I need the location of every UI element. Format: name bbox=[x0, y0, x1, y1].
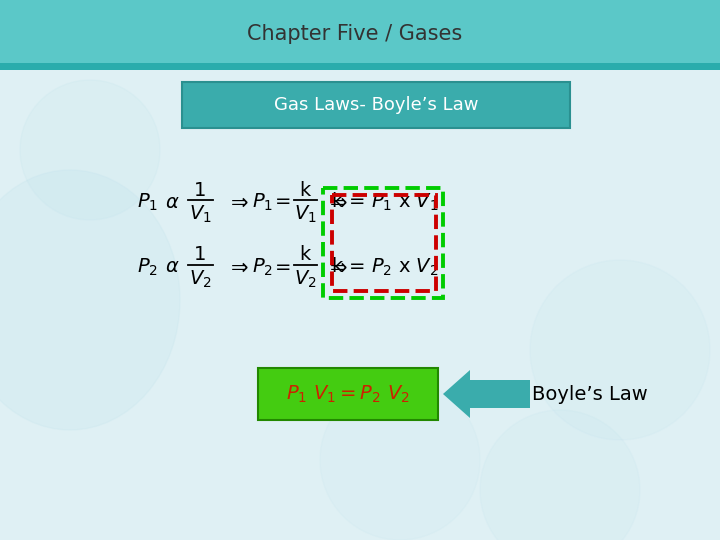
Text: $P_1$: $P_1$ bbox=[253, 191, 274, 213]
Text: Gas Laws- Boyle’s Law: Gas Laws- Boyle’s Law bbox=[274, 96, 478, 114]
Ellipse shape bbox=[480, 410, 640, 540]
Text: =: = bbox=[275, 258, 292, 276]
Text: $V_2$: $V_2$ bbox=[189, 268, 211, 289]
Text: $\alpha$: $\alpha$ bbox=[165, 258, 179, 276]
Bar bbox=[182, 82, 570, 128]
Text: $V_1$: $V_1$ bbox=[294, 204, 316, 225]
Bar bbox=[323, 188, 443, 298]
Text: k: k bbox=[300, 180, 310, 199]
Text: $P_1\ V_1 = P_2\ V_2$: $P_1\ V_1 = P_2\ V_2$ bbox=[286, 383, 410, 404]
Text: $P_2$: $P_2$ bbox=[253, 256, 274, 278]
Bar bbox=[258, 368, 438, 420]
Text: $\Rightarrow$: $\Rightarrow$ bbox=[325, 192, 347, 212]
Bar bbox=[332, 195, 436, 291]
Text: k: k bbox=[300, 246, 310, 265]
Text: $\Rightarrow$: $\Rightarrow$ bbox=[226, 257, 248, 277]
Text: $P_2$: $P_2$ bbox=[138, 256, 158, 278]
Text: 1: 1 bbox=[194, 180, 206, 199]
Ellipse shape bbox=[320, 380, 480, 540]
Text: Chapter Five / Gases: Chapter Five / Gases bbox=[248, 24, 463, 44]
Text: $P_1$: $P_1$ bbox=[138, 191, 158, 213]
Text: 1: 1 bbox=[194, 246, 206, 265]
Bar bbox=[0, 63, 720, 70]
Ellipse shape bbox=[0, 170, 180, 430]
Ellipse shape bbox=[20, 80, 160, 220]
Text: k = $P_2$ x $V_2$: k = $P_2$ x $V_2$ bbox=[331, 256, 438, 278]
Text: $V_2$: $V_2$ bbox=[294, 268, 316, 289]
Polygon shape bbox=[443, 370, 530, 418]
Text: $\alpha$: $\alpha$ bbox=[165, 192, 179, 212]
Ellipse shape bbox=[530, 260, 710, 440]
Text: $\Rightarrow$: $\Rightarrow$ bbox=[325, 257, 347, 277]
Text: k = $P_1$ x $V_1$: k = $P_1$ x $V_1$ bbox=[331, 191, 438, 213]
Text: $V_1$: $V_1$ bbox=[189, 204, 212, 225]
Text: Boyle’s Law: Boyle’s Law bbox=[532, 384, 648, 403]
Bar bbox=[0, 0, 720, 68]
Text: =: = bbox=[275, 192, 292, 212]
Text: $\Rightarrow$: $\Rightarrow$ bbox=[226, 192, 248, 212]
